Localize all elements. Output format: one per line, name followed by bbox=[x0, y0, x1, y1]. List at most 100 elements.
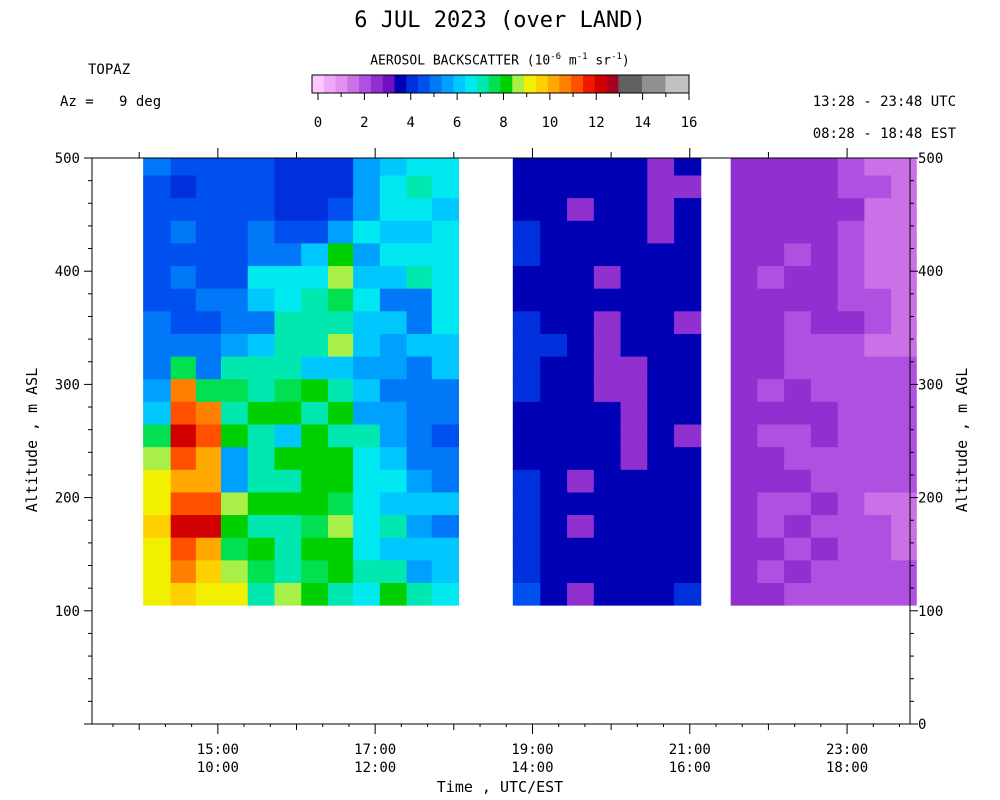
heatmap-cell bbox=[891, 158, 917, 176]
heatmap-cell bbox=[837, 469, 865, 493]
colorbar-title: AEROSOL BACKSCATTER (10-6 m-1 sr-1) bbox=[300, 52, 700, 68]
colorbar-swatch bbox=[418, 75, 431, 93]
heatmap-cell bbox=[810, 446, 839, 470]
heatmap-cell bbox=[593, 446, 622, 470]
heatmap-cell bbox=[170, 559, 197, 583]
heatmap-cell bbox=[540, 158, 568, 176]
heatmap-cell bbox=[864, 378, 892, 402]
heatmap-cell bbox=[247, 174, 275, 199]
heatmap-cell bbox=[220, 401, 249, 425]
heatmap-cell bbox=[730, 158, 758, 176]
heatmap-cell bbox=[784, 446, 812, 470]
heatmap-cell bbox=[620, 537, 648, 561]
heatmap-cell bbox=[647, 174, 675, 199]
heatmap-cell bbox=[353, 401, 381, 425]
heatmap-cell bbox=[406, 537, 433, 561]
heatmap-cell bbox=[301, 356, 329, 380]
heatmap-cell bbox=[810, 514, 839, 538]
heatmap-cell bbox=[353, 446, 381, 470]
heatmap-cell bbox=[195, 559, 222, 583]
heatmap-cell bbox=[540, 537, 568, 561]
heatmap-cell bbox=[353, 559, 381, 583]
heatmap-cell bbox=[143, 333, 172, 357]
heatmap-cell bbox=[512, 491, 541, 516]
colorbar-title-exponent-2: -1 bbox=[576, 52, 588, 62]
heatmap-cell bbox=[379, 446, 408, 470]
heatmap-cell bbox=[620, 158, 648, 176]
heatmap-cell bbox=[512, 537, 541, 561]
heatmap-cell bbox=[730, 469, 758, 493]
heatmap-cell bbox=[301, 288, 329, 312]
heatmap-cell bbox=[406, 158, 433, 176]
heatmap-cell bbox=[647, 310, 675, 334]
colorbar-swatch bbox=[323, 75, 336, 93]
heatmap-cell bbox=[810, 559, 839, 583]
heatmap-cell bbox=[593, 514, 622, 538]
heatmap-cell bbox=[247, 288, 275, 312]
heatmap-cell bbox=[301, 242, 329, 267]
heatmap-cell bbox=[353, 158, 381, 176]
x-tick-label-utc: 15:00 bbox=[197, 742, 239, 758]
heatmap-cell bbox=[837, 242, 865, 267]
heatmap-cell bbox=[274, 288, 302, 312]
heatmap-cell bbox=[593, 537, 622, 561]
heatmap-cell bbox=[512, 197, 541, 221]
heatmap-cell bbox=[431, 401, 460, 425]
heatmap-cell bbox=[431, 559, 460, 583]
heatmap-cell bbox=[301, 333, 329, 357]
heatmap-cell bbox=[195, 220, 222, 244]
heatmap-cell bbox=[379, 469, 408, 493]
plot-frame bbox=[91, 157, 911, 725]
heatmap-cell bbox=[220, 491, 249, 516]
heatmap-cell bbox=[379, 401, 408, 425]
heatmap-cell bbox=[247, 158, 275, 176]
heatmap-cell bbox=[274, 197, 302, 221]
heatmap-cell bbox=[327, 582, 354, 606]
heatmap-cell bbox=[170, 333, 197, 357]
heatmap-cell bbox=[864, 242, 892, 267]
heatmap-cell bbox=[353, 310, 381, 334]
heatmap-cell bbox=[170, 469, 197, 493]
heatmap-cell bbox=[220, 220, 249, 244]
heatmap-cell bbox=[540, 582, 568, 606]
azimuth-label: Az = 9 deg bbox=[60, 94, 162, 110]
heatmap-cell bbox=[195, 356, 222, 380]
heatmap-cell bbox=[810, 288, 839, 312]
heatmap-cell bbox=[220, 310, 249, 334]
heatmap-cell bbox=[784, 220, 812, 244]
heatmap-cell bbox=[647, 356, 675, 380]
heatmap-cell bbox=[379, 537, 408, 561]
heatmap-cell bbox=[730, 174, 758, 199]
heatmap-cell bbox=[784, 197, 812, 221]
colorbar-swatch bbox=[347, 75, 360, 93]
heatmap-cell bbox=[406, 469, 433, 493]
heatmap-cell bbox=[757, 288, 785, 312]
heatmap-cell bbox=[864, 158, 892, 176]
heatmap-cell bbox=[757, 197, 785, 221]
heatmap-cell bbox=[512, 356, 541, 380]
heatmap-cell bbox=[170, 378, 197, 402]
heatmap-cell bbox=[674, 446, 702, 470]
heatmap-cell bbox=[353, 242, 381, 267]
heatmap-cell bbox=[757, 242, 785, 267]
heatmap-cell bbox=[247, 582, 275, 606]
heatmap-cell bbox=[891, 469, 917, 493]
y-tick-label-right: 200 bbox=[918, 491, 943, 507]
heatmap-cell bbox=[301, 197, 329, 221]
heatmap-cell bbox=[247, 401, 275, 425]
heatmap-cell bbox=[891, 424, 917, 448]
heatmap-cell bbox=[674, 288, 702, 312]
colorbar-title-end: ) bbox=[621, 53, 630, 69]
heatmap-cell bbox=[647, 242, 675, 267]
heatmap-cell bbox=[406, 356, 433, 380]
x-tick-label-est: 12:00 bbox=[354, 760, 396, 776]
heatmap-cell bbox=[431, 220, 460, 244]
heatmap-cell bbox=[301, 582, 329, 606]
heatmap-cell bbox=[327, 378, 354, 402]
heatmap-cell bbox=[757, 310, 785, 334]
heatmap-cell bbox=[327, 559, 354, 583]
colorbar-swatch bbox=[653, 75, 666, 93]
heatmap-cell bbox=[512, 514, 541, 538]
colorbar-swatch bbox=[571, 75, 584, 93]
heatmap-cell bbox=[143, 514, 172, 538]
